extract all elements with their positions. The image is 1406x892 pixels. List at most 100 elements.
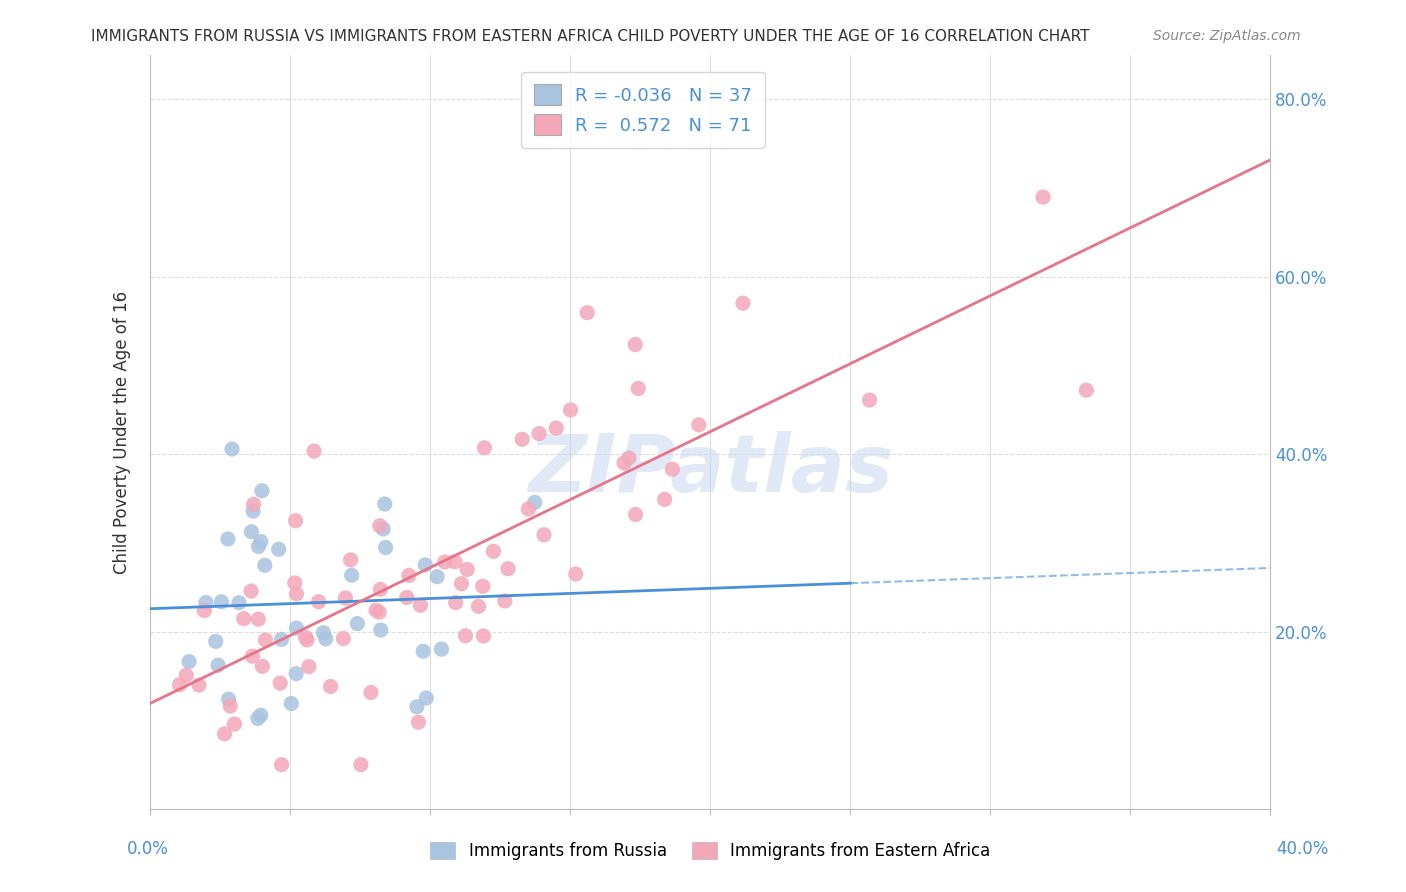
Point bbox=[228, 596, 250, 610]
Point bbox=[219, 698, 242, 713]
Point bbox=[177, 655, 200, 669]
Point bbox=[250, 483, 273, 498]
Point bbox=[374, 497, 396, 511]
Point bbox=[302, 444, 325, 458]
Point bbox=[246, 711, 269, 725]
Point bbox=[207, 658, 229, 673]
Point bbox=[294, 630, 316, 644]
Point bbox=[285, 666, 308, 681]
Point bbox=[472, 629, 495, 643]
Point bbox=[1076, 383, 1098, 397]
Point bbox=[496, 562, 519, 576]
Point bbox=[523, 495, 546, 509]
Point bbox=[218, 692, 240, 706]
Point bbox=[252, 659, 274, 673]
Point bbox=[188, 678, 211, 692]
Point bbox=[444, 555, 467, 569]
Point bbox=[270, 757, 292, 772]
Y-axis label: Child Poverty Under the Age of 16: Child Poverty Under the Age of 16 bbox=[114, 291, 131, 574]
Point bbox=[370, 582, 392, 597]
Point bbox=[624, 508, 647, 522]
Point bbox=[308, 595, 330, 609]
Point bbox=[654, 492, 676, 507]
Point bbox=[174, 668, 197, 682]
Point bbox=[444, 596, 467, 610]
Point bbox=[253, 558, 276, 573]
Point bbox=[269, 676, 291, 690]
Point bbox=[254, 633, 277, 648]
Point bbox=[560, 403, 582, 417]
Point bbox=[298, 659, 321, 673]
Point bbox=[332, 632, 354, 646]
Point bbox=[426, 570, 449, 584]
Point bbox=[242, 504, 264, 518]
Point bbox=[280, 697, 302, 711]
Point bbox=[398, 568, 420, 582]
Point bbox=[430, 642, 453, 657]
Point bbox=[224, 717, 246, 731]
Point bbox=[576, 306, 599, 320]
Point bbox=[267, 542, 290, 557]
Point bbox=[395, 591, 418, 605]
Point bbox=[406, 699, 429, 714]
Point bbox=[285, 621, 308, 635]
Point bbox=[312, 625, 335, 640]
Point bbox=[527, 426, 550, 441]
Point bbox=[533, 527, 555, 541]
Point bbox=[368, 518, 391, 533]
Point bbox=[373, 522, 395, 536]
Point bbox=[409, 599, 432, 613]
Point bbox=[454, 629, 477, 643]
Point bbox=[247, 612, 270, 626]
Point bbox=[247, 540, 270, 554]
Point bbox=[413, 558, 436, 572]
Legend: R = -0.036   N = 37, R =  0.572   N = 71: R = -0.036 N = 37, R = 0.572 N = 71 bbox=[522, 71, 765, 148]
Point bbox=[204, 634, 226, 648]
Point bbox=[346, 616, 368, 631]
Point bbox=[284, 514, 307, 528]
Point bbox=[194, 595, 217, 609]
Point bbox=[374, 541, 396, 555]
Point bbox=[350, 757, 373, 772]
Point bbox=[315, 632, 337, 646]
Point bbox=[364, 603, 387, 617]
Point bbox=[415, 690, 437, 705]
Point bbox=[494, 594, 516, 608]
Point bbox=[617, 450, 640, 465]
Point bbox=[360, 685, 382, 699]
Point bbox=[193, 603, 215, 617]
Point bbox=[340, 568, 363, 582]
Text: 40.0%: 40.0% bbox=[1277, 840, 1329, 858]
Point bbox=[613, 456, 636, 470]
Point bbox=[240, 524, 263, 539]
Point bbox=[471, 579, 494, 593]
Point bbox=[240, 584, 263, 599]
Text: Source: ZipAtlas.com: Source: ZipAtlas.com bbox=[1153, 29, 1301, 43]
Point bbox=[242, 497, 264, 511]
Point bbox=[240, 649, 263, 664]
Point bbox=[370, 623, 392, 637]
Point bbox=[731, 296, 754, 310]
Point bbox=[482, 544, 505, 558]
Point bbox=[456, 562, 478, 576]
Point bbox=[467, 599, 489, 614]
Point bbox=[209, 595, 232, 609]
Point bbox=[450, 576, 472, 591]
Point bbox=[433, 555, 456, 569]
Text: 0.0%: 0.0% bbox=[127, 840, 169, 858]
Point bbox=[169, 678, 191, 692]
Point bbox=[214, 727, 236, 741]
Point bbox=[624, 337, 647, 351]
Point bbox=[510, 432, 533, 446]
Point bbox=[688, 417, 710, 432]
Point bbox=[232, 612, 254, 626]
Text: IMMIGRANTS FROM RUSSIA VS IMMIGRANTS FROM EASTERN AFRICA CHILD POVERTY UNDER THE: IMMIGRANTS FROM RUSSIA VS IMMIGRANTS FRO… bbox=[91, 29, 1090, 44]
Point bbox=[1032, 190, 1054, 204]
Point bbox=[284, 575, 307, 590]
Point bbox=[249, 534, 271, 549]
Point bbox=[858, 393, 880, 408]
Point bbox=[217, 532, 239, 546]
Point bbox=[368, 605, 391, 619]
Point bbox=[412, 644, 434, 658]
Point bbox=[472, 441, 495, 455]
